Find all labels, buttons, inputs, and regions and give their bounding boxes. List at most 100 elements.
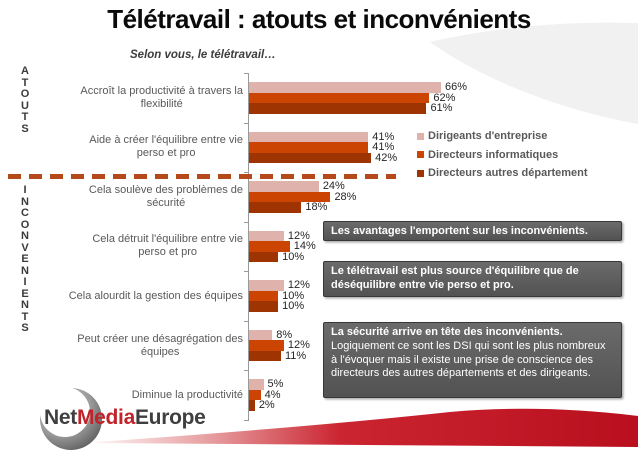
- section-divider-dashed-line: [8, 174, 396, 179]
- section-label-letter: T: [21, 310, 29, 323]
- value-label: 42%: [375, 151, 398, 164]
- category-label: Aide à créer l'équilibre entre vie perso…: [89, 134, 243, 160]
- value-label: 4%: [264, 388, 281, 401]
- bar-6-series-3: 11%: [249, 350, 306, 362]
- legend-label: Directeurs informatiques: [428, 148, 559, 161]
- bar-3-series-3: 18%: [249, 201, 327, 213]
- axis-tick: [244, 221, 249, 223]
- bar-4-series-3: 10%: [249, 251, 304, 263]
- value-label: 5%: [267, 378, 284, 391]
- section-label-letter: N: [21, 195, 29, 208]
- bar-7-series-1: 5%: [249, 378, 283, 390]
- axis-tick: [244, 271, 249, 273]
- section-label-letter: I: [23, 276, 27, 288]
- bar-7-series-2: 4%: [249, 389, 281, 401]
- category-label: Cela alourdit la gestion des équipes: [68, 289, 243, 302]
- logo-sphere-icon: [40, 387, 102, 450]
- legend-swatch-icon: [417, 169, 424, 177]
- legend-item: Dirigeants d'entreprise: [417, 127, 588, 146]
- section-label-letter: C: [21, 207, 29, 219]
- legend-label: Directeurs autres département: [428, 167, 588, 180]
- section-label-letter: U: [21, 99, 29, 112]
- section-label-letter: I: [23, 184, 27, 196]
- bar-6-series-1: 8%: [249, 329, 292, 341]
- axis-tick: [244, 370, 249, 372]
- section-label-letter: A: [21, 65, 29, 77]
- bar-1-series-2: 62%: [249, 92, 455, 104]
- annotation-security: La sécurité arrive en tête des inconvéni…: [323, 322, 622, 398]
- value-label: 12%: [287, 339, 310, 352]
- slide-title: Télétravail : atouts et inconvénients: [107, 4, 531, 34]
- section-label-letter: O: [20, 88, 30, 100]
- category-label: Accroît la productivité à travers la fle…: [80, 84, 243, 110]
- value-label: 11%: [284, 349, 307, 362]
- axis-tick: [244, 122, 249, 124]
- bar-5-series-1: 12%: [249, 279, 310, 291]
- value-label: 24%: [322, 180, 345, 193]
- bar-5-series-3: 10%: [249, 300, 304, 312]
- category-label: Peut créer une désagrégation des équipes: [77, 332, 243, 358]
- chart-question: Selon vous, le télétravail…: [130, 49, 276, 61]
- annotation-text: Le télétravail est plus source d'équilib…: [331, 265, 579, 291]
- legend-swatch-icon: [417, 132, 424, 140]
- section-label-letter: T: [21, 111, 29, 123]
- value-label: 12%: [287, 229, 310, 242]
- value-label: 14%: [293, 240, 316, 253]
- section-label-letter: N: [21, 299, 29, 311]
- bar-3-series-1: 24%: [249, 180, 345, 192]
- annotation-text: La sécurité arrive en tête des inconvéni…: [331, 326, 563, 338]
- value-label: 28%: [334, 190, 357, 203]
- section-label-letter: T: [21, 76, 29, 89]
- netmediaeurope-logo: NetMediaEurope: [30, 385, 240, 451]
- annotation-balance: Le télétravail est plus source d'équilib…: [323, 261, 622, 297]
- axis-tick: [244, 172, 249, 174]
- section-label-letter: S: [21, 122, 29, 135]
- logo-wordmark: NetMediaEurope: [44, 406, 206, 429]
- bar-4-series-1: 12%: [249, 230, 310, 242]
- legend-item: Directeurs informatiques: [417, 146, 588, 165]
- category-label: Cela soulève des problèmes de sécurité: [88, 183, 243, 209]
- category-label: Diminue la productivité: [131, 388, 243, 401]
- category-axis: [248, 73, 249, 420]
- section-label-letter: N: [21, 264, 29, 277]
- value-label: 10%: [282, 250, 305, 263]
- bar-5-series-2: 10%: [249, 290, 304, 302]
- section-label-letter: O: [20, 218, 30, 231]
- category-label: Cela détruit l'équilibre entre vie perso…: [92, 233, 243, 259]
- section-label-letter: E: [21, 287, 29, 300]
- section-label-letter: E: [21, 253, 29, 265]
- legend-label: Dirigeants d'entreprise: [428, 130, 548, 143]
- bar-7-series-3: 2%: [249, 399, 275, 411]
- bar-3-series-2: 28%: [249, 191, 356, 203]
- section-label-letter: V: [21, 241, 29, 254]
- annotation-advantages: Les avantages l'emportent sur les inconv…: [323, 221, 622, 241]
- legend-swatch-icon: [417, 151, 424, 159]
- legend-item: Directeurs autres département: [417, 164, 588, 183]
- bar-2-series-3: 42%: [249, 152, 397, 164]
- value-label: 10%: [282, 289, 305, 302]
- section-label-letter: N: [21, 230, 29, 242]
- value-label: 18%: [305, 201, 328, 214]
- bar-2-series-1: 41%: [249, 131, 394, 143]
- bar-1-series-3: 61%: [249, 102, 452, 114]
- value-label: 8%: [276, 328, 293, 341]
- bar-6-series-2: 12%: [249, 339, 310, 351]
- bar-4-series-2: 14%: [249, 240, 316, 252]
- section-label-letter: S: [21, 322, 29, 334]
- value-label: 41%: [372, 141, 395, 154]
- value-label: 10%: [282, 300, 305, 313]
- bar-1-series-1: 66%: [249, 81, 467, 93]
- value-label: 2%: [258, 399, 275, 412]
- value-label: 41%: [372, 130, 395, 143]
- value-label: 12%: [287, 279, 310, 292]
- chart-legend: Dirigeants d'entreprise Directeurs inform…: [417, 127, 588, 183]
- bar-2-series-2: 41%: [249, 141, 394, 153]
- annotation-text: Les avantages l'emportent sur les inconv…: [331, 225, 588, 237]
- axis-tick: [244, 419, 249, 421]
- axis-tick: [244, 73, 249, 74]
- axis-tick: [244, 320, 249, 322]
